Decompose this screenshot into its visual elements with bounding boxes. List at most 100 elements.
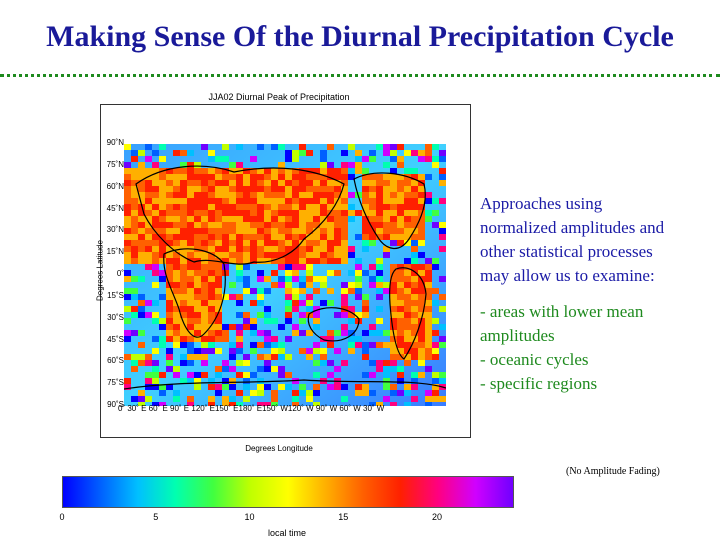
map-cell	[243, 258, 250, 264]
map-cell	[250, 246, 257, 252]
map-cell	[250, 288, 257, 294]
map-cell	[236, 360, 243, 366]
map-cell	[369, 390, 376, 396]
map-cell	[180, 180, 187, 186]
map-cell	[369, 360, 376, 366]
map-cell	[250, 234, 257, 240]
map-cell	[299, 222, 306, 228]
map-cell	[166, 348, 173, 354]
map-cell	[390, 390, 397, 396]
map-cell	[208, 288, 215, 294]
map-cell	[187, 342, 194, 348]
map-cell	[285, 150, 292, 156]
map-cell	[404, 330, 411, 336]
map-cell	[439, 180, 446, 186]
map-cell	[292, 204, 299, 210]
map-cell	[222, 246, 229, 252]
map-cell	[180, 288, 187, 294]
map-cell	[201, 174, 208, 180]
y-tick-label: 15˚S	[107, 290, 124, 300]
map-cell	[411, 150, 418, 156]
map-cell	[271, 234, 278, 240]
map-cell	[201, 282, 208, 288]
map-cell	[348, 288, 355, 294]
map-cell	[236, 330, 243, 336]
map-cell	[306, 216, 313, 222]
map-cell	[215, 240, 222, 246]
map-cell	[397, 270, 404, 276]
map-cell	[138, 210, 145, 216]
map-cell	[285, 294, 292, 300]
map-cell	[131, 246, 138, 252]
map-cell	[362, 300, 369, 306]
map-cell	[173, 390, 180, 396]
map-cell	[376, 234, 383, 240]
map-cell	[292, 288, 299, 294]
map-cells	[124, 144, 446, 406]
map-cell	[180, 354, 187, 360]
map-cell	[194, 168, 201, 174]
map-cell	[194, 276, 201, 282]
map-cell	[404, 210, 411, 216]
map-cell	[411, 354, 418, 360]
map-cell	[187, 222, 194, 228]
map-cell	[187, 282, 194, 288]
map-cell	[222, 294, 229, 300]
map-cell	[306, 240, 313, 246]
map-cell	[180, 240, 187, 246]
map-cell	[278, 354, 285, 360]
map-cell	[397, 204, 404, 210]
map-cell	[418, 330, 425, 336]
map-cell	[194, 270, 201, 276]
map-cell	[138, 198, 145, 204]
map-cell	[264, 228, 271, 234]
map-cell	[320, 234, 327, 240]
map-cell	[432, 144, 439, 150]
map-cell	[222, 330, 229, 336]
map-cell	[292, 402, 299, 406]
map-cell	[257, 192, 264, 198]
map-cell	[278, 276, 285, 282]
map-cell	[327, 192, 334, 198]
map-cell	[271, 336, 278, 342]
map-cell	[320, 336, 327, 342]
map-cell	[152, 252, 159, 258]
map-cell	[404, 336, 411, 342]
map-cell	[250, 324, 257, 330]
map-cell	[278, 204, 285, 210]
map-cell	[236, 180, 243, 186]
map-cell	[334, 228, 341, 234]
map-cell	[236, 222, 243, 228]
map-cell	[292, 186, 299, 192]
map-cell	[348, 270, 355, 276]
map-cell	[397, 366, 404, 372]
map-cell	[187, 354, 194, 360]
map-cell	[208, 252, 215, 258]
map-cell	[390, 288, 397, 294]
map-cell	[138, 204, 145, 210]
map-cell	[278, 258, 285, 264]
map-cell	[159, 384, 166, 390]
map-cell	[208, 384, 215, 390]
map-cell	[397, 210, 404, 216]
map-cell	[229, 204, 236, 210]
map-cell	[138, 168, 145, 174]
map-cell	[418, 198, 425, 204]
map-cell	[215, 288, 222, 294]
map-cell	[369, 276, 376, 282]
map-cell	[243, 240, 250, 246]
colorbar-tick-label: 20	[431, 512, 443, 522]
map-cell	[348, 144, 355, 150]
map-cell	[166, 210, 173, 216]
map-cell	[404, 324, 411, 330]
map-cell	[299, 234, 306, 240]
map-cell	[390, 210, 397, 216]
map-cell	[194, 294, 201, 300]
map-cell	[222, 234, 229, 240]
map-cell	[229, 402, 236, 406]
map-cell	[362, 186, 369, 192]
map-cell	[327, 384, 334, 390]
map-cell	[306, 180, 313, 186]
map-cell	[180, 378, 187, 384]
map-cell	[362, 234, 369, 240]
